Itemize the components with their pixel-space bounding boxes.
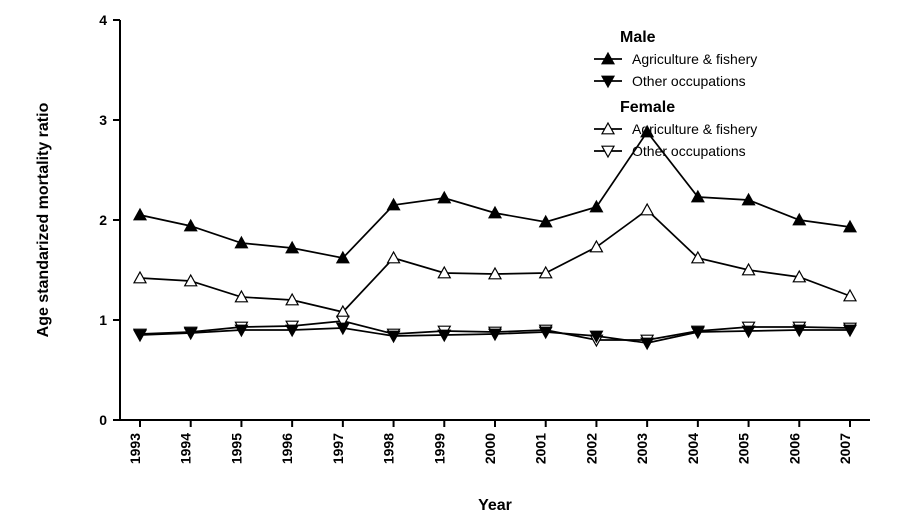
x-tick-label: 1994	[178, 433, 194, 464]
y-tick-label: 2	[99, 212, 107, 228]
x-tick-label: 2000	[482, 433, 498, 464]
x-tick-label: 2001	[533, 433, 549, 464]
x-tick-label: 1995	[228, 433, 244, 464]
x-tick-label: 2002	[583, 433, 599, 464]
chart-container: 0 1 2 3 4 1993 1994 1995 1996 1997 1998 1999 2000 200…	[0, 0, 912, 524]
x-tick-label: 1997	[330, 433, 346, 464]
x-tick-label: 1996	[279, 433, 295, 464]
y-axis-label: Age standarized mortality ratio	[35, 102, 52, 337]
legend-item-label: Other occupations	[632, 73, 746, 89]
x-tick-label: 1993	[127, 433, 143, 464]
legend-item-label: Agriculture & fishery	[632, 51, 757, 67]
x-tick-label: 1998	[381, 433, 397, 464]
legend-group-title: Male	[620, 29, 656, 46]
x-tick-label: 1999	[431, 433, 447, 464]
x-tick-label: 2004	[685, 433, 701, 464]
x-tick-label: 2006	[786, 433, 802, 464]
y-tick-label: 1	[99, 312, 107, 328]
x-tick-label: 2005	[736, 433, 752, 464]
y-tick-label: 4	[99, 12, 107, 28]
legend-item-label: Agriculture & fishery	[632, 121, 757, 137]
y-tick-label: 3	[99, 112, 107, 128]
x-tick-label: 2003	[634, 433, 650, 464]
x-tick-label: 2007	[837, 433, 853, 464]
mortality-ratio-chart: 0 1 2 3 4 1993 1994 1995 1996 1997 1998 1999 2000 200…	[0, 0, 912, 524]
legend-item-label: Other occupations	[632, 143, 746, 159]
legend-group-title: Female	[620, 99, 675, 116]
x-axis-label: Year	[478, 497, 512, 514]
y-tick-label: 0	[99, 412, 107, 428]
